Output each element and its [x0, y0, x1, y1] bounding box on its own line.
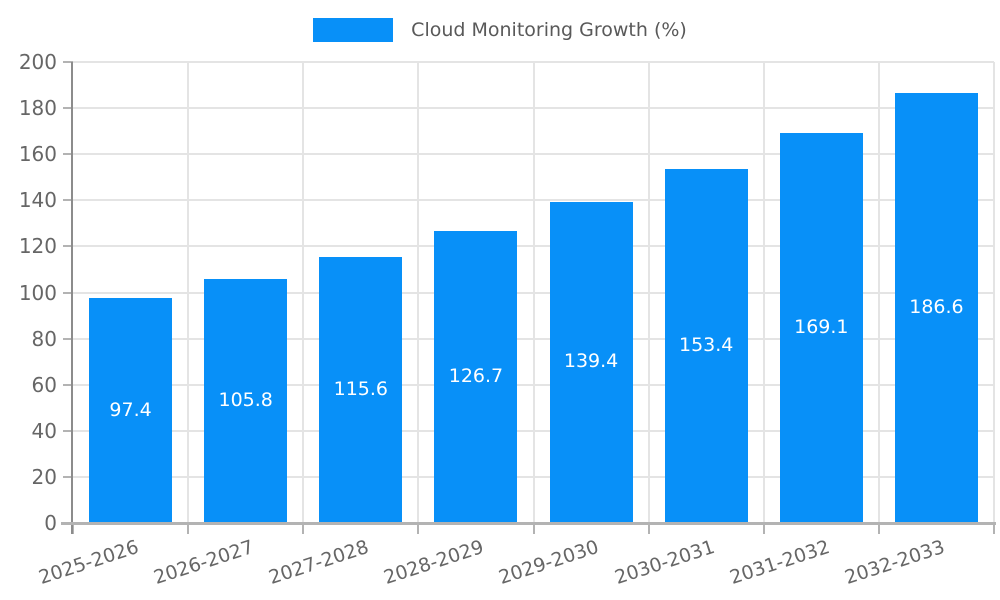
bar-value-label: 169.1: [794, 316, 849, 339]
x-axis-line: [61, 521, 996, 525]
y-axis-tick-label: 60: [31, 372, 57, 397]
bar: 139.4: [549, 201, 633, 523]
x-axis-tick-label: 2028-2029: [381, 536, 487, 589]
x-axis-tick: [187, 523, 190, 534]
x-axis-tick: [72, 523, 74, 534]
y-axis-tick-label: 80: [31, 326, 57, 351]
y-axis-tick-label: 40: [31, 418, 57, 443]
y-axis-tick: [63, 429, 73, 432]
bar-value-label: 105.8: [218, 389, 273, 412]
y-axis-tick-label: 100: [18, 280, 57, 305]
y-axis-tick-label: 140: [18, 188, 57, 213]
y-axis-tick: [63, 291, 73, 294]
y-axis-tick-label: 0: [44, 511, 57, 535]
x-axis-tick-label: 2029-2030: [496, 536, 602, 589]
bar: 105.8: [204, 279, 288, 523]
bar-value-label: 186.6: [909, 295, 964, 318]
y-axis-tick: [63, 199, 73, 202]
gridline-vertical: [187, 62, 190, 523]
y-axis-tick: [63, 337, 73, 340]
gridline-vertical: [762, 62, 765, 523]
bar: 169.1: [779, 133, 863, 523]
y-axis-tick: [63, 245, 73, 248]
x-axis-tick: [302, 523, 305, 534]
bar: 153.4: [664, 169, 748, 523]
y-axis-tick: [63, 107, 73, 110]
legend-swatch: [313, 18, 394, 42]
x-axis-tick-label: 2030-2031: [611, 536, 717, 589]
y-axis-line: [71, 62, 73, 534]
x-axis-tick: [877, 523, 880, 534]
bar: 97.4: [89, 298, 173, 523]
gridline-vertical: [993, 62, 995, 523]
y-axis-tick: [63, 383, 73, 386]
x-axis-tick: [417, 523, 420, 534]
y-axis-tick: [63, 61, 73, 63]
gridline-vertical: [417, 62, 420, 523]
y-axis-tick-label: 180: [18, 96, 57, 121]
y-axis-tick: [63, 475, 73, 478]
legend-label: Cloud Monitoring Growth (%): [411, 19, 687, 41]
bar: 115.6: [319, 256, 403, 523]
x-axis-tick-label: 2032-2033: [841, 536, 948, 589]
gridline-vertical: [877, 62, 880, 523]
x-axis-tick-label: 2026-2027: [151, 536, 257, 589]
x-axis-tick-label: 2027-2028: [266, 536, 372, 589]
x-axis-tick: [993, 523, 995, 534]
y-axis-tick-label: 20: [31, 464, 57, 489]
bar-value-label: 126.7: [448, 364, 504, 387]
x-axis-tick-label: 2031-2032: [726, 536, 833, 589]
bar: 186.6: [894, 92, 978, 523]
x-axis-tick-label: 2025-2026: [36, 536, 142, 589]
bar-value-label: 97.4: [109, 398, 152, 421]
gridline-vertical: [647, 62, 650, 523]
legend: Cloud Monitoring Growth (%): [0, 18, 1000, 42]
x-axis-tick: [762, 523, 765, 534]
y-axis-tick-label: 120: [18, 234, 57, 259]
y-axis-tick-label: 200: [18, 50, 57, 74]
bar: 126.7: [434, 230, 518, 523]
x-axis-tick: [532, 523, 535, 534]
bar-value-label: 153.4: [678, 334, 734, 357]
gridline-vertical: [302, 62, 305, 523]
x-axis-tick: [647, 523, 650, 534]
y-axis-tick-label: 160: [18, 142, 57, 167]
bar-value-label: 115.6: [333, 377, 389, 400]
bar-value-label: 139.4: [563, 350, 619, 373]
y-axis-tick: [63, 153, 73, 156]
gridline-vertical: [532, 62, 535, 523]
